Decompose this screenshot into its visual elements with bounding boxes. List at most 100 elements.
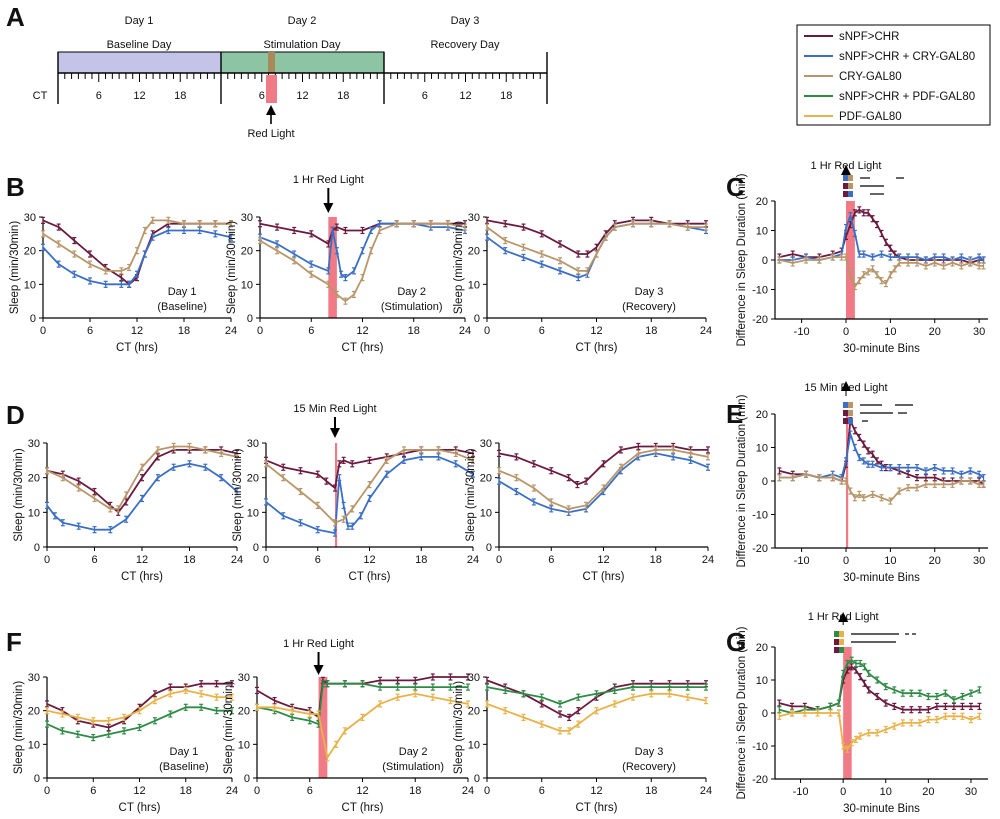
stimulus-window: [328, 217, 337, 318]
y-tick-label: 0: [244, 773, 250, 785]
y-axis-title: Difference in Sleep Duration (min): [736, 394, 748, 567]
significance-swatch: [848, 175, 853, 181]
timeline-tick-label: 12: [459, 90, 471, 102]
x-tick-label: 30: [973, 555, 985, 567]
x-axis-title: 30-minute Bins: [843, 803, 920, 815]
stimulation-marker: [268, 52, 275, 73]
y-tick-label: 30: [247, 438, 259, 450]
chart-panel-b-0: B 0 6 12 18 24 0 10 20 30 CT (hrs) Sleep (min/30min…: [6, 172, 237, 354]
y-tick-label: 20: [756, 642, 768, 654]
y-tick-label: 30: [238, 672, 250, 684]
x-tick-label: 10: [884, 555, 896, 567]
legend-label: sNPF>CHR + PDF-GAL80: [839, 91, 975, 103]
panel-label: B: [6, 172, 25, 202]
x-tick-label: 0: [254, 785, 260, 797]
y-tick-label: 10: [24, 279, 36, 291]
x-tick-label: 0: [257, 325, 263, 337]
y-tick-label: 20: [468, 246, 480, 258]
legend-items: sNPF>CHR sNPF>CHR + CRY-GAL80 CRY-GAL80 sNP…: [804, 31, 975, 123]
day-annotation: Day 3: [635, 286, 664, 298]
chart-panel-d-5: 0 6 12 18 24 0 10 20 30 CT (hrs) Sleep (min/30min)…: [232, 403, 479, 583]
x-tick-label: -10: [794, 326, 810, 338]
x-tick-label: 24: [231, 554, 243, 566]
y-tick-label: 30: [468, 212, 480, 224]
day-2-label: Day 2: [288, 15, 317, 27]
significance-swatch: [843, 175, 848, 181]
condition-annotation: (Baseline): [159, 761, 209, 773]
stimulus-label: 15 Min Red Light: [293, 403, 376, 415]
chart-panel-c-3: C -10 0 10 20 30 -20 -10 0 10 20 30-minute Bins Diff…: [726, 160, 988, 355]
x-axis-title: CT (hrs): [342, 342, 384, 354]
condition-annotation: (Stimulation): [381, 301, 443, 313]
y-tick-label: 10: [247, 507, 259, 519]
x-tick-label: 0: [484, 325, 490, 337]
y-tick-label: -20: [752, 774, 768, 786]
timeline-panel: A Day 1 Day 2 Day 3 Baseline Day Stimula…: [6, 2, 548, 140]
y-tick-label: -20: [752, 543, 768, 555]
y-tick-label: 30: [468, 672, 480, 684]
y-tick-label: 20: [238, 706, 250, 718]
x-tick-label: 0: [44, 785, 50, 797]
significance-swatch: [843, 183, 848, 189]
baseline-day-label: Baseline Day: [107, 39, 172, 51]
y-tick-label: 10: [480, 507, 492, 519]
x-tick-label: 20: [922, 786, 934, 798]
significance-swatch: [843, 410, 848, 416]
stimulus-window: [335, 443, 338, 547]
timeline-tick-label: 6: [422, 90, 428, 102]
x-axis-title: CT (hrs): [583, 571, 625, 583]
x-tick-label: 12: [356, 325, 368, 337]
x-tick-label: 20: [929, 555, 941, 567]
y-tick-label: 20: [28, 706, 40, 718]
y-tick-label: 30: [480, 438, 492, 450]
significance-swatch: [848, 402, 853, 408]
condition-annotation: (Stimulation): [382, 761, 444, 773]
stimulation-day-label: Stimulation Day: [263, 39, 341, 51]
y-axis-title: Sleep (min/30min): [9, 221, 21, 314]
x-tick-label: 10: [880, 786, 892, 798]
x-tick-label: 12: [597, 554, 609, 566]
x-tick-label: 20: [929, 326, 941, 338]
baseline-day-block: [57, 51, 222, 74]
chart-panel-d-6: 0 6 12 18 24 0 10 20 30 CT (hrs) Sleep (min/30min): [465, 438, 714, 583]
series-line: [259, 222, 466, 303]
y-tick-label: 10: [28, 739, 40, 751]
y-tick-label: 20: [480, 473, 492, 485]
y-tick-label: 0: [474, 773, 480, 785]
significance-swatch: [848, 410, 853, 416]
significance-swatch: [834, 639, 839, 645]
series-line: [498, 445, 708, 486]
x-tick-label: 18: [178, 325, 190, 337]
x-tick-label: 0: [40, 325, 46, 337]
y-tick-label: 10: [756, 226, 768, 238]
x-tick-label: 24: [462, 785, 474, 797]
x-tick-label: 18: [645, 785, 657, 797]
y-tick-label: 0: [486, 542, 492, 554]
y-tick-label: 10: [28, 507, 40, 519]
x-tick-label: 12: [363, 554, 375, 566]
series-line: [265, 448, 474, 524]
y-tick-label: -10: [752, 285, 768, 297]
x-tick-label: 18: [645, 325, 657, 337]
y-tick-label: 30: [28, 672, 40, 684]
x-tick-label: 18: [409, 785, 421, 797]
x-tick-label: 0: [843, 555, 849, 567]
day-3-label: Day 3: [451, 15, 480, 27]
red-light-bar: [266, 75, 277, 103]
x-tick-label: 24: [700, 785, 712, 797]
stimulus-window: [846, 414, 849, 548]
significance-swatch: [839, 647, 844, 653]
x-tick-label: -10: [794, 555, 810, 567]
legend-label: sNPF>CHR: [839, 31, 899, 43]
x-tick-label: 0: [484, 785, 490, 797]
series-line: [779, 665, 980, 711]
x-tick-label: 0: [263, 554, 269, 566]
x-tick-label: 6: [308, 325, 314, 337]
recovery-day-label: Recovery Day: [430, 39, 500, 51]
series-line: [779, 659, 980, 714]
y-tick-label: 30: [24, 212, 36, 224]
x-tick-label: 6: [90, 785, 96, 797]
y-axis-title: Sleep (min/30min): [223, 681, 235, 774]
